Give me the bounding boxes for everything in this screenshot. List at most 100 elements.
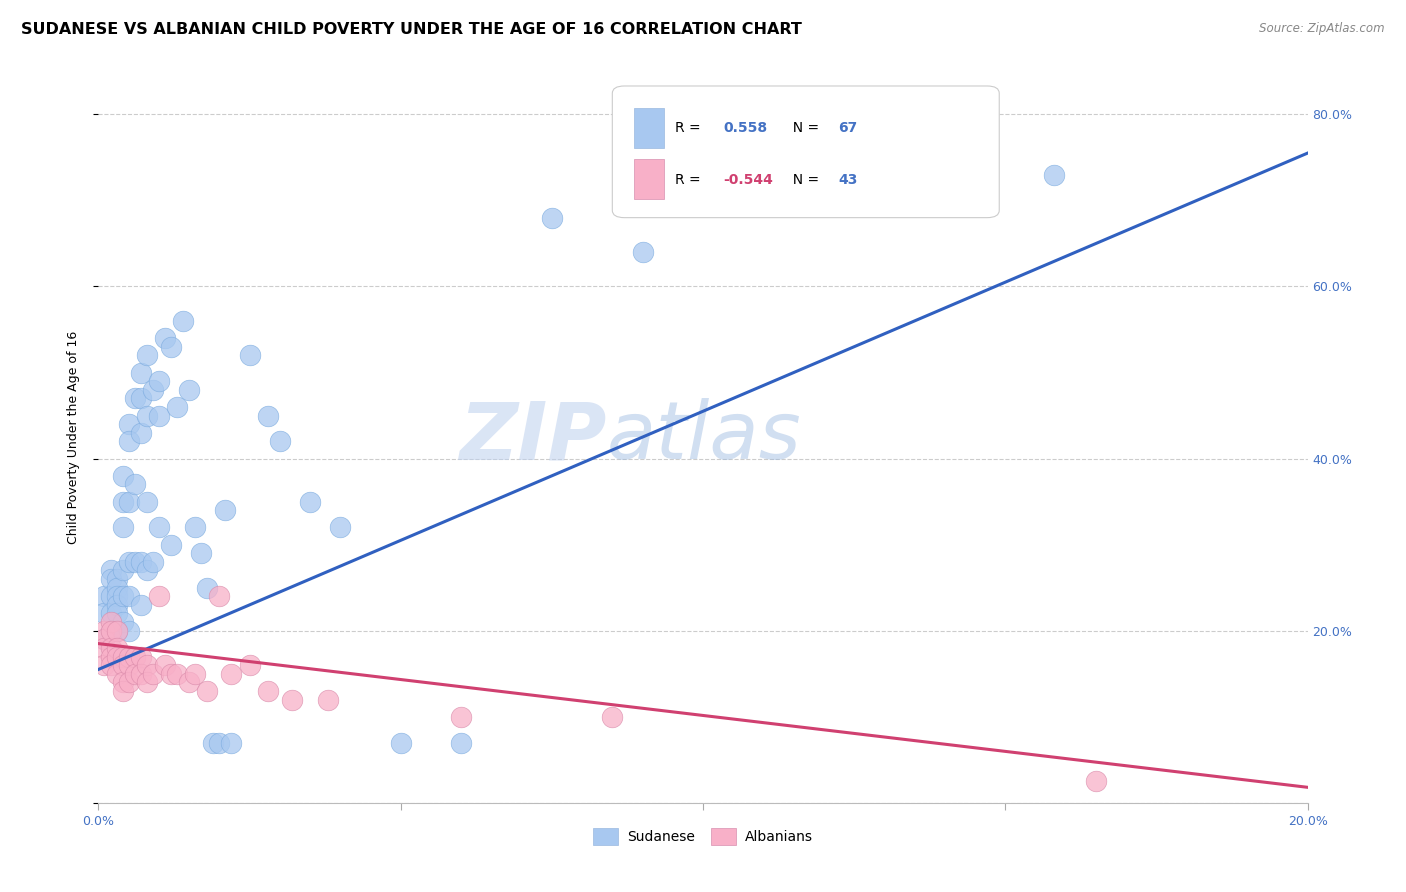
Point — [135, 564, 157, 578]
Point — [329, 520, 352, 534]
Point — [118, 675, 141, 690]
Point — [160, 340, 183, 354]
Point — [105, 649, 128, 664]
Point — [100, 572, 122, 586]
Point — [111, 589, 134, 603]
Point — [214, 503, 236, 517]
Point — [124, 649, 146, 664]
Point — [111, 675, 134, 690]
Point — [118, 658, 141, 673]
Point — [195, 684, 218, 698]
FancyBboxPatch shape — [634, 159, 664, 200]
Point — [142, 666, 165, 681]
Point — [93, 632, 115, 647]
Point — [100, 640, 122, 655]
Point — [124, 666, 146, 681]
Text: 43: 43 — [838, 173, 858, 186]
Point — [148, 520, 170, 534]
Point — [100, 615, 122, 629]
Text: -0.544: -0.544 — [724, 173, 773, 186]
Point — [873, 159, 896, 173]
Point — [160, 538, 183, 552]
Point — [124, 477, 146, 491]
Point — [153, 331, 176, 345]
Point — [124, 555, 146, 569]
Point — [129, 425, 152, 440]
Point — [166, 666, 188, 681]
Point — [256, 684, 278, 698]
Point — [111, 649, 134, 664]
Point — [129, 666, 152, 681]
Point — [135, 409, 157, 423]
Point — [256, 409, 278, 423]
Point — [450, 710, 472, 724]
Point — [105, 572, 128, 586]
Text: 0.558: 0.558 — [724, 121, 768, 136]
Point — [111, 658, 134, 673]
Point — [118, 417, 141, 432]
FancyBboxPatch shape — [613, 86, 1000, 218]
Point — [105, 624, 128, 638]
Point — [118, 589, 141, 603]
Legend: Sudanese, Albanians: Sudanese, Albanians — [588, 822, 818, 851]
Point — [202, 735, 225, 749]
Point — [105, 624, 128, 638]
Point — [105, 581, 128, 595]
Point — [118, 649, 141, 664]
Point — [93, 589, 115, 603]
Point — [316, 692, 339, 706]
Point — [221, 735, 243, 749]
Point — [208, 589, 231, 603]
Text: N =: N = — [785, 121, 824, 136]
Point — [105, 589, 128, 603]
Point — [93, 640, 115, 655]
Point — [105, 607, 128, 621]
Point — [1042, 168, 1064, 182]
Point — [129, 598, 152, 612]
Point — [148, 589, 170, 603]
Point — [129, 392, 152, 406]
Text: Source: ZipAtlas.com: Source: ZipAtlas.com — [1260, 22, 1385, 36]
Point — [1085, 774, 1108, 789]
Point — [389, 735, 412, 749]
Point — [93, 658, 115, 673]
Text: 67: 67 — [838, 121, 858, 136]
Point — [148, 409, 170, 423]
Point — [184, 520, 207, 534]
Point — [105, 598, 128, 612]
Point — [93, 624, 115, 638]
Point — [269, 434, 291, 449]
Point — [299, 494, 322, 508]
Point — [450, 735, 472, 749]
Point — [195, 581, 218, 595]
Point — [239, 348, 262, 362]
Point — [111, 615, 134, 629]
Point — [602, 710, 624, 724]
Point — [100, 649, 122, 664]
Text: N =: N = — [785, 173, 824, 186]
Point — [100, 607, 122, 621]
Point — [135, 675, 157, 690]
Text: atlas: atlas — [606, 398, 801, 476]
Point — [129, 555, 152, 569]
Point — [166, 400, 188, 414]
Y-axis label: Child Poverty Under the Age of 16: Child Poverty Under the Age of 16 — [66, 330, 80, 544]
Point — [100, 564, 122, 578]
Point — [111, 468, 134, 483]
Point — [105, 666, 128, 681]
Point — [118, 494, 141, 508]
Point — [179, 383, 201, 397]
Point — [129, 366, 152, 380]
Point — [190, 546, 212, 560]
Point — [160, 666, 183, 681]
Text: ZIP: ZIP — [458, 398, 606, 476]
Point — [118, 555, 141, 569]
Text: R =: R = — [675, 173, 706, 186]
Point — [239, 658, 262, 673]
Point — [179, 675, 201, 690]
Point — [129, 649, 152, 664]
Point — [100, 589, 122, 603]
Text: SUDANESE VS ALBANIAN CHILD POVERTY UNDER THE AGE OF 16 CORRELATION CHART: SUDANESE VS ALBANIAN CHILD POVERTY UNDER… — [21, 22, 801, 37]
Point — [281, 692, 304, 706]
Point — [118, 434, 141, 449]
